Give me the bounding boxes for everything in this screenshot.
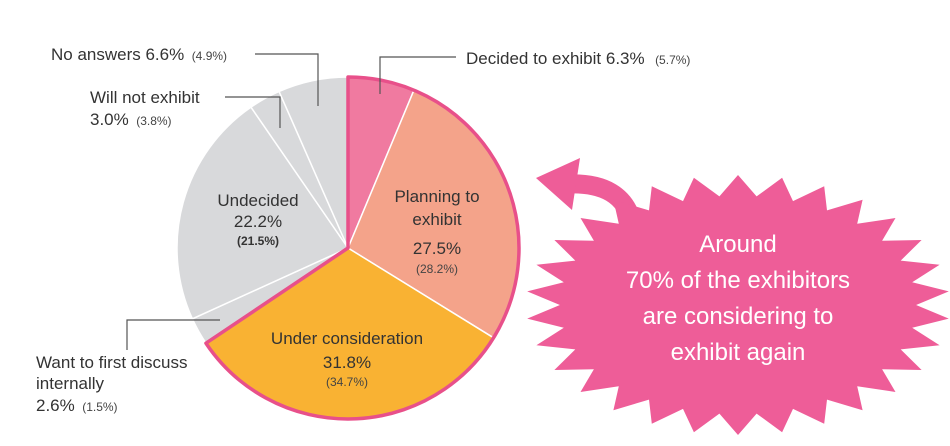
planning-value: 27.5%: [413, 239, 461, 258]
discuss-label-value: 2.6%: [36, 396, 75, 415]
will-not-label-line1: Will not exhibit: [90, 88, 200, 107]
consideration-previous: (34.7%): [326, 375, 368, 389]
will-not-label-value: 3.0%: [90, 110, 129, 129]
callout-line-4: exhibit again: [671, 339, 806, 366]
callout-line-3: are considering to: [643, 303, 834, 330]
callout-line-2: 70% of the exhibitors: [626, 267, 850, 294]
no-answers-external-label: No answers 6.6% (4.9%): [51, 45, 227, 64]
highlight-outline: [204, 75, 521, 421]
discuss-label-previous: (1.5%): [82, 400, 117, 414]
leader-lines: [126, 53, 456, 350]
callout-line-1: Around: [699, 231, 776, 258]
planning-previous: (28.2%): [416, 262, 458, 276]
decided-external-label: Decided to exhibit 6.3% (5.7%): [466, 49, 690, 68]
slice-label-undecided: Undecided 22.2% (21.5%): [217, 191, 298, 248]
no-answers-label-previous: (4.9%): [192, 49, 227, 63]
pie-slice-undecided: [176, 106, 350, 320]
leader-line-no-answers: [255, 53, 319, 106]
will-not-label-line2: 3.0% (3.8%): [90, 110, 172, 129]
no-answers-label-text: No answers 6.6%: [51, 45, 184, 64]
starburst-shape: [527, 175, 949, 435]
undecided-previous: (21.5%): [237, 234, 279, 248]
will-not-label-previous: (3.8%): [136, 114, 171, 128]
slice-label-consideration: Under consideration 31.8% (34.7%): [271, 329, 423, 389]
undecided-label: Undecided: [217, 191, 298, 210]
leader-line-will-not: [225, 96, 281, 128]
consideration-label: Under consideration: [271, 329, 423, 348]
slice-label-planning: Planning to exhibit 27.5% (28.2%): [394, 187, 479, 276]
undecided-value: 22.2%: [234, 212, 282, 231]
discuss-label-line3: 2.6% (1.5%): [36, 396, 118, 415]
arrow-head: [536, 158, 580, 210]
planning-label-line1: Planning to: [394, 187, 479, 206]
leader-line-decided: [379, 56, 456, 94]
discuss-label-line2: internally: [36, 374, 105, 393]
callout-starburst: Around 70% of the exhibitors are conside…: [527, 175, 949, 435]
discuss-label-line1: Want to first discuss: [36, 353, 187, 372]
decided-label-text: Decided to exhibit 6.3%: [466, 49, 645, 68]
planning-label-line2: exhibit: [412, 210, 461, 229]
pie-slices: [176, 76, 520, 420]
leader-line-discuss: [126, 319, 220, 350]
decided-label-previous: (5.7%): [655, 53, 690, 67]
consideration-value: 31.8%: [323, 353, 371, 372]
